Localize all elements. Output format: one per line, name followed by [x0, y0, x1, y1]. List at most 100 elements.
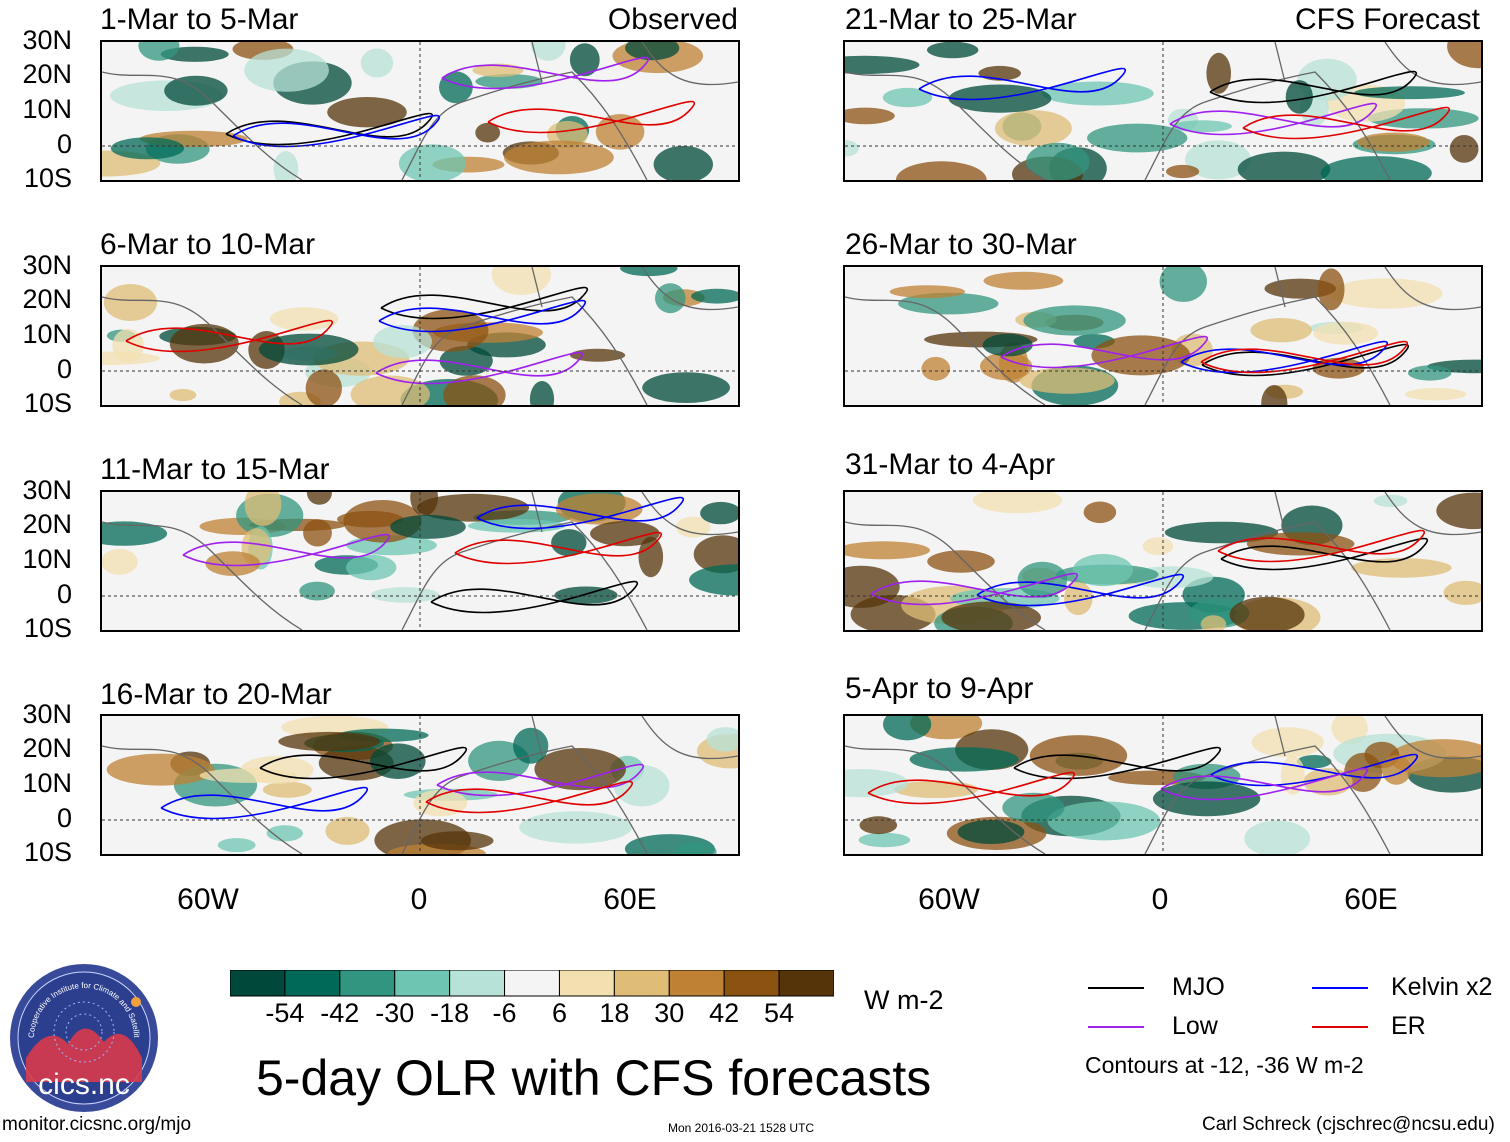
olr-anomaly-blob	[299, 581, 335, 601]
lon-label-0-right: 0	[1151, 883, 1169, 916]
olr-anomaly-blob	[1320, 156, 1432, 180]
lat-label-2-0: 30N	[22, 475, 72, 505]
lat-label-1-2: 10N	[22, 319, 72, 349]
olr-anomaly-blob	[845, 107, 895, 125]
olr-anomaly-blob	[642, 372, 730, 403]
legend-line-low	[1088, 1026, 1144, 1028]
lat-label-1-1: 20N	[22, 284, 72, 314]
olr-anomaly-blob	[1251, 727, 1324, 758]
olr-anomaly-blob	[551, 529, 587, 557]
olr-map-obs-3	[102, 492, 738, 630]
olr-anomaly-blob	[534, 748, 626, 791]
olr-anomaly-blob	[1330, 278, 1443, 309]
olr-anomaly-blob	[217, 838, 256, 853]
olr-anomaly-blob	[513, 727, 549, 764]
olr-map-obs-2	[102, 267, 738, 405]
contour-line	[1220, 537, 1429, 571]
legend-label-low: Low	[1172, 1012, 1218, 1040]
contour-line	[259, 746, 468, 780]
olr-map-fcst-3	[845, 492, 1481, 630]
map-panel-obs-1	[100, 40, 740, 182]
colorbar-tick-label: -30	[375, 998, 415, 1028]
olr-anomaly-blob	[620, 267, 678, 277]
website-link[interactable]: monitor.cicsnc.org/mjo	[2, 1114, 192, 1135]
panel-title-obs-4: 16-Mar to 20-Mar	[100, 678, 332, 711]
lon-label-0-left: 0	[410, 883, 428, 916]
contour-line	[160, 786, 369, 820]
olr-anomaly-blob	[1047, 801, 1161, 841]
map-panel-fcst-3	[843, 490, 1483, 632]
olr-anomaly-blob	[370, 743, 426, 779]
coastline	[102, 267, 738, 405]
colorbar-swatch	[613, 970, 670, 997]
olr-anomaly-blob	[1381, 755, 1411, 785]
olr-anomaly-blob	[413, 789, 468, 817]
legend-line-mjo	[1088, 987, 1144, 989]
contour-line	[425, 780, 634, 814]
lat-label-0-4: 10S	[23, 163, 72, 193]
lat-label-0-0: 30N	[22, 25, 72, 55]
olr-anomaly-blob	[691, 288, 738, 304]
olr-anomaly-blob	[370, 587, 440, 603]
olr-anomaly-blob	[889, 285, 966, 299]
olr-anomaly-blob	[555, 493, 643, 525]
lat-label-2-3: 0	[56, 579, 72, 609]
olr-anomaly-blob	[675, 516, 711, 538]
olr-anomaly-blob	[325, 816, 370, 845]
olr-map-obs-1	[102, 42, 738, 180]
coastline	[845, 42, 1481, 180]
olr-anomaly-blob	[205, 551, 261, 576]
olr-anomaly-blob	[420, 831, 494, 851]
colorbar-swatch	[558, 970, 615, 997]
colorbar-units: W m-2	[864, 985, 944, 1015]
olr-anomaly-blob	[1351, 558, 1452, 578]
olr-anomaly-blob	[994, 110, 1072, 147]
olr-anomaly-blob	[439, 71, 473, 104]
contour-line	[1209, 70, 1418, 104]
contour-line	[870, 572, 1079, 606]
panel-title-obs-2: 6-Mar to 10-Mar	[100, 228, 316, 261]
colorbar-tick-label: 6	[551, 998, 567, 1028]
olr-anomaly-blob	[305, 369, 342, 405]
olr-anomaly-blob	[882, 87, 933, 108]
colorbar-tick-label: 42	[709, 998, 740, 1028]
colorbar-swatch	[449, 970, 506, 997]
olr-anomaly-blob	[896, 161, 987, 180]
lat-label-0-3: 0	[56, 129, 72, 159]
lat-label-1-3: 0	[56, 354, 72, 384]
contour-line	[1180, 340, 1389, 374]
olr-anomaly-blob	[529, 381, 555, 405]
olr-anomaly-blob	[653, 145, 713, 180]
olr-anomaly-blob	[982, 333, 1033, 357]
coastline	[845, 492, 1481, 630]
coastline	[102, 492, 738, 630]
olr-anomaly-blob	[1443, 580, 1481, 605]
olr-anomaly-blob	[858, 832, 911, 848]
olr-anomaly-blob	[1317, 268, 1345, 311]
olr-anomaly-blob	[909, 747, 1019, 772]
colorbar-swatch	[778, 970, 834, 997]
contour-line	[436, 763, 645, 797]
colorbar-tick-label: 18	[599, 998, 630, 1028]
panel-title-fcst-3: 31-Mar to 4-Apr	[845, 448, 1056, 481]
olr-anomaly-blob	[1200, 615, 1227, 630]
panel-title-fcst-4: 5-Apr to 9-Apr	[845, 672, 1034, 705]
olr-anomaly-blob	[590, 521, 660, 547]
panel-title-obs-1: 1-Mar to 5-Mar	[100, 3, 299, 36]
colorbar-swatch	[230, 970, 286, 997]
lat-label-3-0: 30N	[22, 699, 72, 729]
map-panel-fcst-4	[843, 714, 1483, 856]
legend-label-kelvin: Kelvin x2	[1391, 973, 1493, 1001]
coastline	[102, 716, 738, 854]
colorbar-swatch	[394, 970, 451, 997]
olr-anomaly-blob	[110, 137, 185, 160]
olr-anomaly-blob	[306, 492, 332, 505]
map-panel-obs-3	[100, 490, 740, 632]
contour-line	[380, 286, 589, 320]
contour-line	[976, 573, 1185, 607]
olr-anomaly-blob	[266, 825, 303, 842]
contour-line	[1210, 753, 1419, 787]
olr-anomaly-blob	[1264, 278, 1336, 299]
olr-anomaly-blob	[845, 565, 900, 608]
lon-label-60e-left: 60E	[603, 883, 657, 916]
